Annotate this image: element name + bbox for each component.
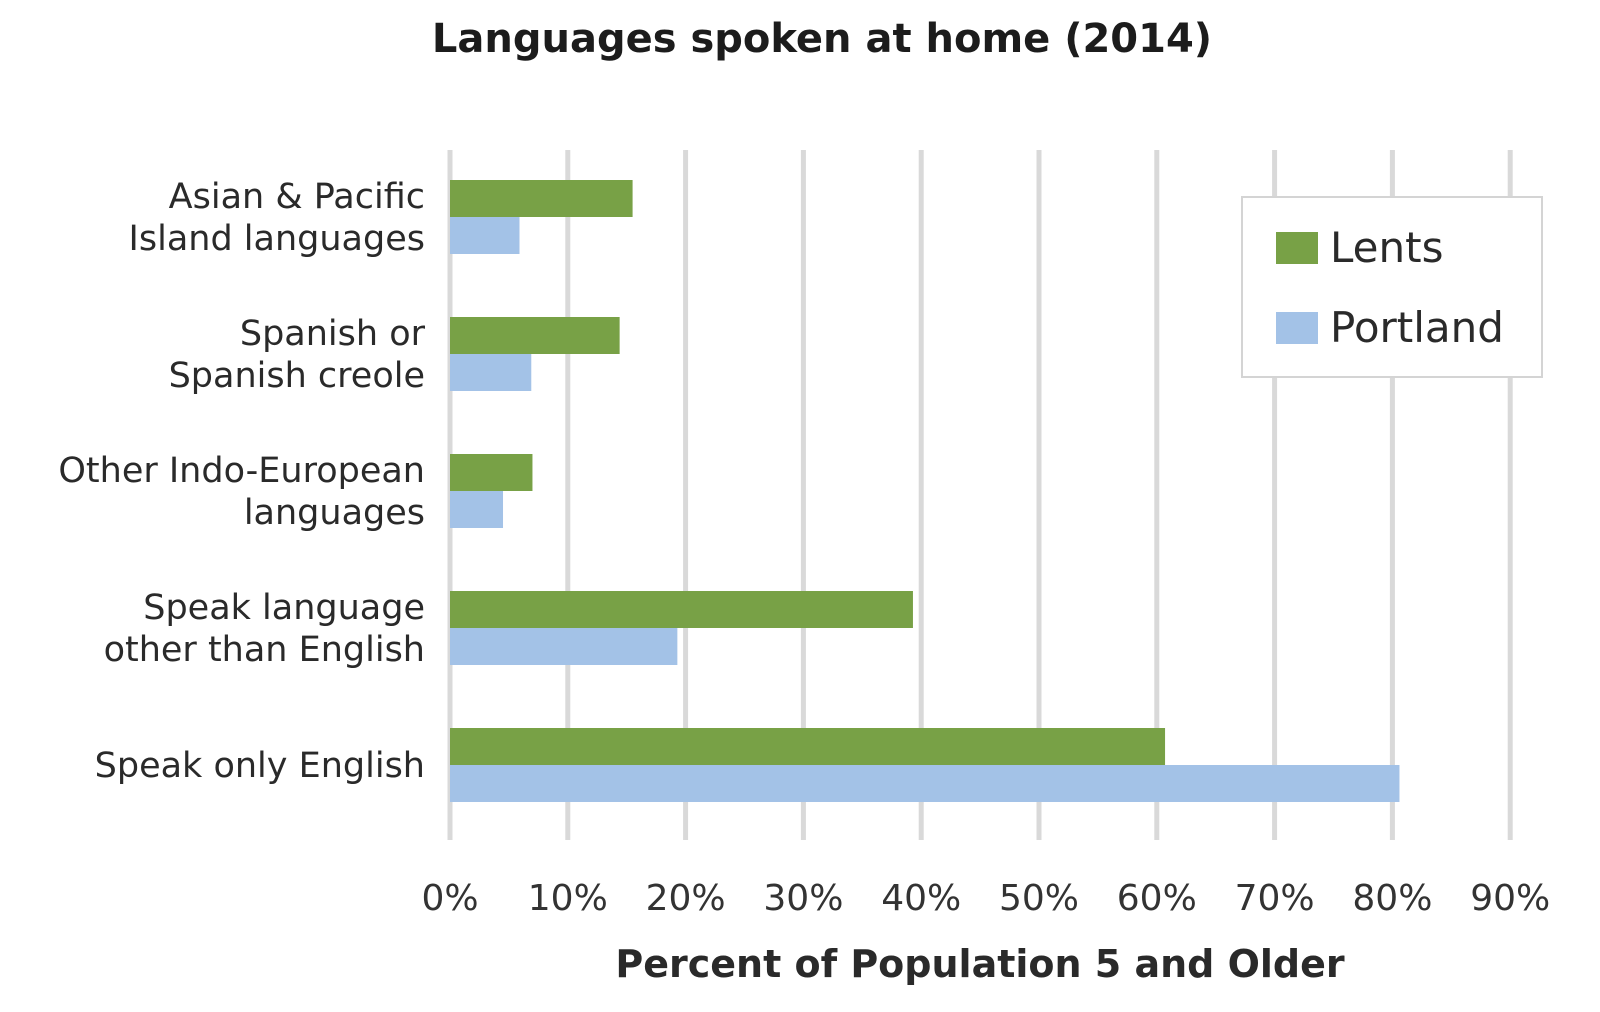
x-tick-labels: 0% 10% 20% 30% 40% 50% 60% 70% 80% 90% — [421, 878, 1550, 919]
category-label: Other Indo-European — [58, 451, 425, 491]
bar-portland — [450, 765, 1400, 802]
category-label: Spanish creole — [169, 356, 425, 396]
category-label: Speak language — [143, 588, 425, 628]
bar-portland — [450, 491, 504, 528]
bar-lents — [450, 454, 533, 491]
x-tick-label: 30% — [763, 878, 843, 919]
x-tick-label: 70% — [1235, 878, 1315, 919]
x-axis-title: Percent of Population 5 and Older — [615, 942, 1345, 986]
grid-lines — [447, 150, 1513, 840]
bar-lents — [450, 180, 633, 217]
bar-lents — [450, 317, 620, 354]
x-tick-label: 90% — [1470, 878, 1550, 919]
chart-title: Languages spoken at home (2014) — [432, 16, 1212, 62]
x-tick-label: 60% — [1117, 878, 1197, 919]
legend-label-portland: Portland — [1330, 303, 1504, 352]
legend-swatch-lents — [1276, 232, 1318, 264]
legend-swatch-portland — [1276, 312, 1318, 344]
category-label: Spanish or — [240, 314, 426, 354]
x-tick-label: 50% — [999, 878, 1079, 919]
bar-portland — [450, 628, 678, 665]
category-label: other than English — [104, 630, 425, 670]
legend-label-lents: Lents — [1330, 223, 1443, 272]
x-tick-label: 0% — [421, 878, 478, 919]
category-label: Speak only English — [95, 746, 425, 786]
x-tick-label: 10% — [528, 878, 608, 919]
legend-box — [1241, 196, 1543, 378]
category-label: Asian & Pacific — [169, 177, 425, 217]
category-label: Island languages — [129, 219, 425, 259]
legend: Lents Portland — [1241, 196, 1543, 378]
category-label: languages — [244, 493, 425, 533]
bar-portland — [450, 354, 532, 391]
bar-lents — [450, 591, 913, 628]
bars — [450, 180, 1400, 802]
bar-lents — [450, 728, 1166, 765]
bar-portland — [450, 217, 520, 254]
x-tick-label: 40% — [881, 878, 961, 919]
x-tick-label: 80% — [1352, 878, 1432, 919]
x-tick-label: 20% — [646, 878, 726, 919]
